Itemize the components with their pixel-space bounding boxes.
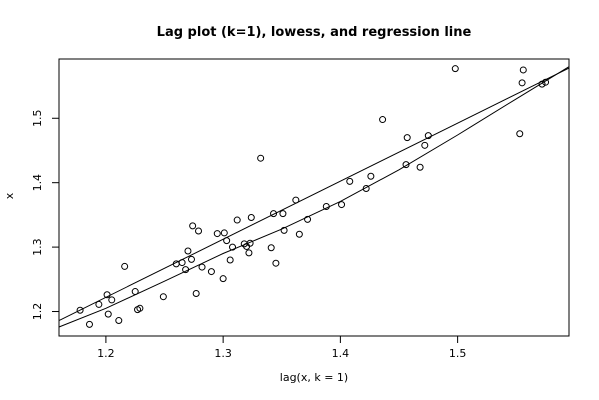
data-point xyxy=(424,132,432,140)
data-point xyxy=(279,210,287,218)
data-point xyxy=(322,203,330,211)
x-tick-label: 1.5 xyxy=(449,347,467,360)
data-point xyxy=(219,275,227,283)
data-point xyxy=(257,154,265,162)
data-point xyxy=(518,79,526,87)
x-axis-label: lag(x, k = 1) xyxy=(280,371,348,384)
data-point xyxy=(272,259,280,267)
data-point xyxy=(108,296,116,304)
y-tick-label: 1.4 xyxy=(31,174,44,192)
data-point xyxy=(403,134,411,142)
data-point xyxy=(292,196,300,204)
data-point xyxy=(538,80,546,88)
data-point xyxy=(115,317,123,325)
data-point xyxy=(178,259,186,267)
data-point xyxy=(207,268,215,276)
data-point xyxy=(346,177,354,185)
y-tick-label: 1.2 xyxy=(31,303,44,321)
data-point xyxy=(367,172,375,180)
data-point xyxy=(226,256,234,264)
data-point xyxy=(104,310,112,318)
data-point xyxy=(416,163,424,171)
data-point xyxy=(362,184,370,192)
data-point xyxy=(195,227,203,235)
data-point xyxy=(131,288,139,296)
x-tick-label: 1.3 xyxy=(214,347,232,360)
x-tick-label: 1.2 xyxy=(97,347,115,360)
data-point xyxy=(451,65,459,73)
data-point xyxy=(213,230,221,238)
data-point xyxy=(184,247,192,255)
data-point xyxy=(220,229,228,237)
data-point xyxy=(516,130,524,138)
data-point xyxy=(402,161,410,169)
data-point xyxy=(247,213,255,221)
data-point xyxy=(85,320,93,328)
data-point xyxy=(159,293,167,301)
data-point xyxy=(421,141,429,149)
data-point xyxy=(95,300,103,308)
data-point xyxy=(182,266,190,274)
data-point xyxy=(245,249,253,257)
data-point xyxy=(233,216,241,224)
data-point xyxy=(121,262,129,270)
x-axis: 1.2 1.3 1.4 1.5 xyxy=(97,336,466,360)
data-point xyxy=(267,244,275,252)
data-point xyxy=(223,237,231,245)
data-point xyxy=(229,243,237,251)
data-point xyxy=(542,78,550,86)
data-point xyxy=(379,116,387,124)
data-point xyxy=(189,222,197,230)
x-tick-label: 1.4 xyxy=(332,347,350,360)
y-tick-label: 1.3 xyxy=(31,238,44,256)
data-point xyxy=(270,210,278,218)
data-points xyxy=(76,65,550,328)
data-point xyxy=(295,230,303,238)
data-point xyxy=(304,215,312,223)
plot-frame xyxy=(58,58,570,337)
data-point xyxy=(338,201,346,209)
y-tick-label: 1.5 xyxy=(31,110,44,128)
regression-line xyxy=(58,67,570,321)
chart-title: Lag plot (k=1), lowess, and regression l… xyxy=(157,25,472,40)
data-point xyxy=(246,239,254,247)
fitted-lines xyxy=(58,66,570,328)
data-point xyxy=(519,66,527,74)
data-point xyxy=(187,255,195,263)
data-point xyxy=(198,263,206,271)
data-point xyxy=(76,306,84,314)
data-point xyxy=(192,289,200,297)
y-axis-label: x xyxy=(3,192,16,199)
y-axis: 1.2 1.3 1.4 1.5 xyxy=(31,110,59,321)
data-point xyxy=(280,226,288,234)
data-point xyxy=(103,291,111,299)
data-point xyxy=(136,304,144,312)
